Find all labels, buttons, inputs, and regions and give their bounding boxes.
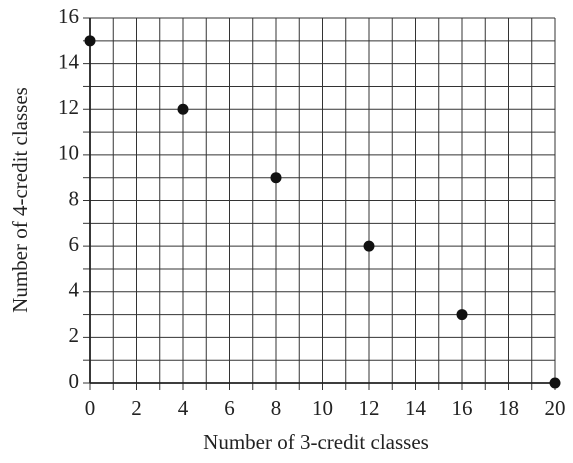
x-tick-label: 0 [85, 396, 96, 420]
point [270, 172, 282, 184]
point [363, 240, 375, 252]
y-axis-title: Number of 4-credit classes [8, 87, 32, 313]
y-tick-label: 4 [69, 278, 80, 302]
x-tick-label: 12 [359, 396, 380, 420]
x-tick-label: 6 [224, 396, 235, 420]
x-tick-label: 4 [178, 396, 189, 420]
y-tick-label: 0 [69, 369, 80, 393]
x-tick-label: 8 [271, 396, 282, 420]
y-tick-label: 2 [69, 323, 80, 347]
point [456, 309, 468, 321]
y-tick-label: 6 [69, 232, 80, 256]
point [84, 35, 96, 47]
x-tick-label: 2 [131, 396, 142, 420]
x-tick-label: 10 [312, 396, 333, 420]
point [549, 377, 561, 389]
x-tick-label: 18 [498, 396, 519, 420]
y-tick-label: 12 [58, 95, 79, 119]
x-axis-title: Number of 3-credit classes [203, 430, 429, 454]
point [177, 103, 189, 115]
x-tick-label: 20 [545, 396, 566, 420]
x-tick-label: 14 [405, 396, 427, 420]
y-tick-label: 14 [58, 49, 80, 73]
x-tick-label: 16 [452, 396, 473, 420]
y-tick-label: 8 [69, 186, 80, 210]
y-tick-label: 10 [58, 141, 79, 165]
y-tick-label: 16 [58, 4, 79, 28]
